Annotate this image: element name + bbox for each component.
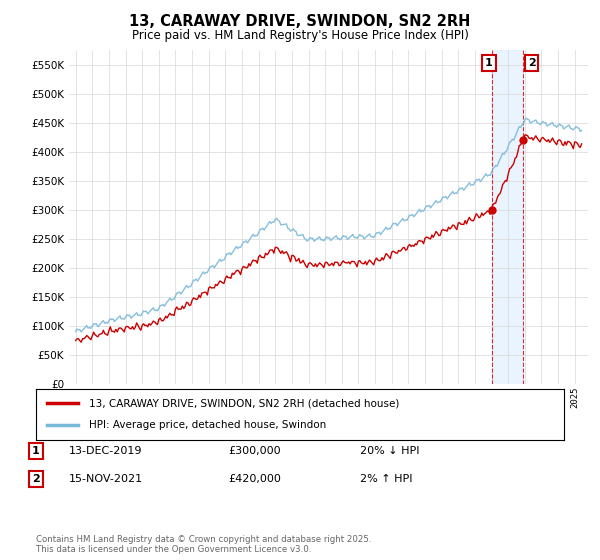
Text: 1: 1 [32,446,40,456]
Text: 20% ↓ HPI: 20% ↓ HPI [360,446,419,456]
Text: 15-NOV-2021: 15-NOV-2021 [69,474,143,484]
Text: 13, CARAWAY DRIVE, SWINDON, SN2 2RH (detached house): 13, CARAWAY DRIVE, SWINDON, SN2 2RH (det… [89,398,399,408]
Text: 2: 2 [528,58,536,68]
Text: 13, CARAWAY DRIVE, SWINDON, SN2 2RH: 13, CARAWAY DRIVE, SWINDON, SN2 2RH [130,14,470,29]
Text: Contains HM Land Registry data © Crown copyright and database right 2025.
This d: Contains HM Land Registry data © Crown c… [36,535,371,554]
Text: £420,000: £420,000 [228,474,281,484]
Text: Price paid vs. HM Land Registry's House Price Index (HPI): Price paid vs. HM Land Registry's House … [131,29,469,42]
Bar [491,50,523,384]
Text: 2% ↑ HPI: 2% ↑ HPI [360,474,413,484]
Text: 1: 1 [485,58,493,68]
Text: HPI: Average price, detached house, Swindon: HPI: Average price, detached house, Swin… [89,421,326,431]
Text: 2: 2 [32,474,40,484]
Text: £300,000: £300,000 [228,446,281,456]
Text: 13-DEC-2019: 13-DEC-2019 [69,446,143,456]
